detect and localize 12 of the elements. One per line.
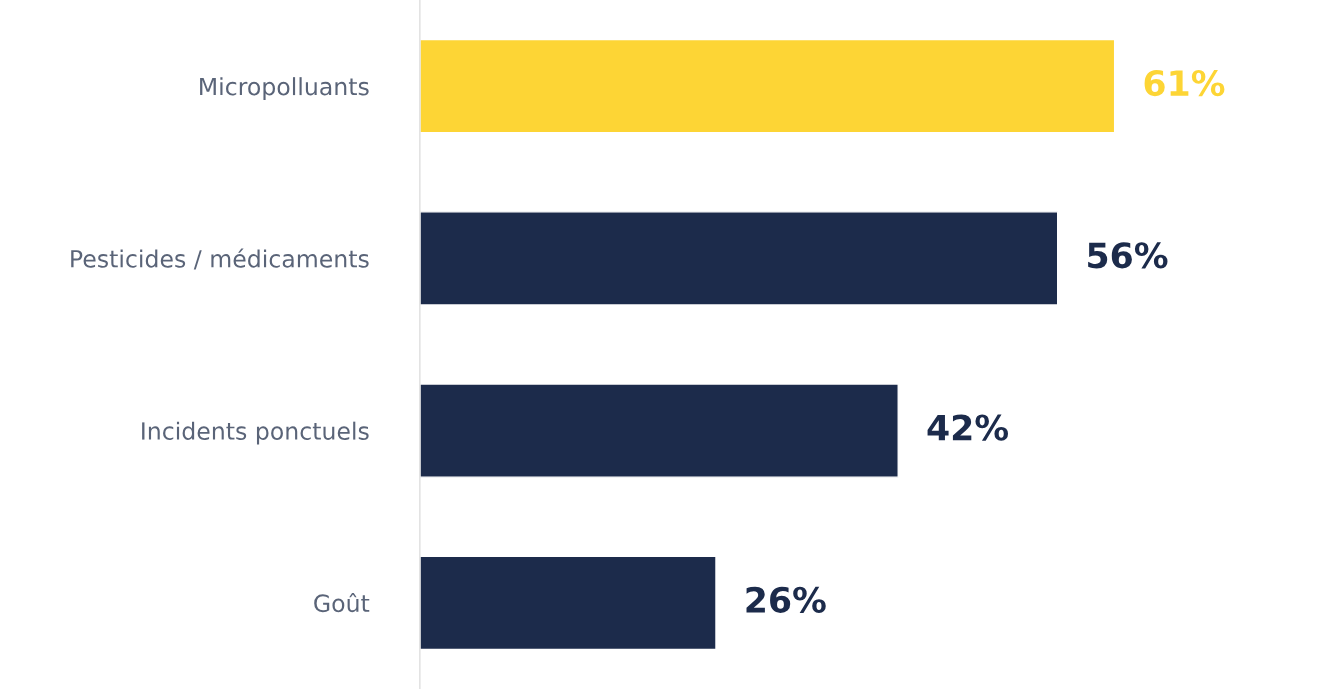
data-label: 42%	[927, 414, 1009, 441]
bar	[419, 38, 1116, 134]
y-tick-label: Incidents ponctuels	[142, 421, 369, 445]
bar	[419, 211, 1059, 306]
y-tick-label: Pesticides / médicaments	[71, 248, 369, 270]
data-label: 61%	[1144, 69, 1225, 97]
data-label: 56%	[1088, 242, 1168, 269]
bar	[419, 555, 717, 651]
bar	[419, 383, 899, 478]
y-tick-label: Micropolluants	[200, 77, 369, 101]
data-label: 26%	[746, 586, 826, 613]
y-tick-label: Goût	[314, 592, 370, 613]
